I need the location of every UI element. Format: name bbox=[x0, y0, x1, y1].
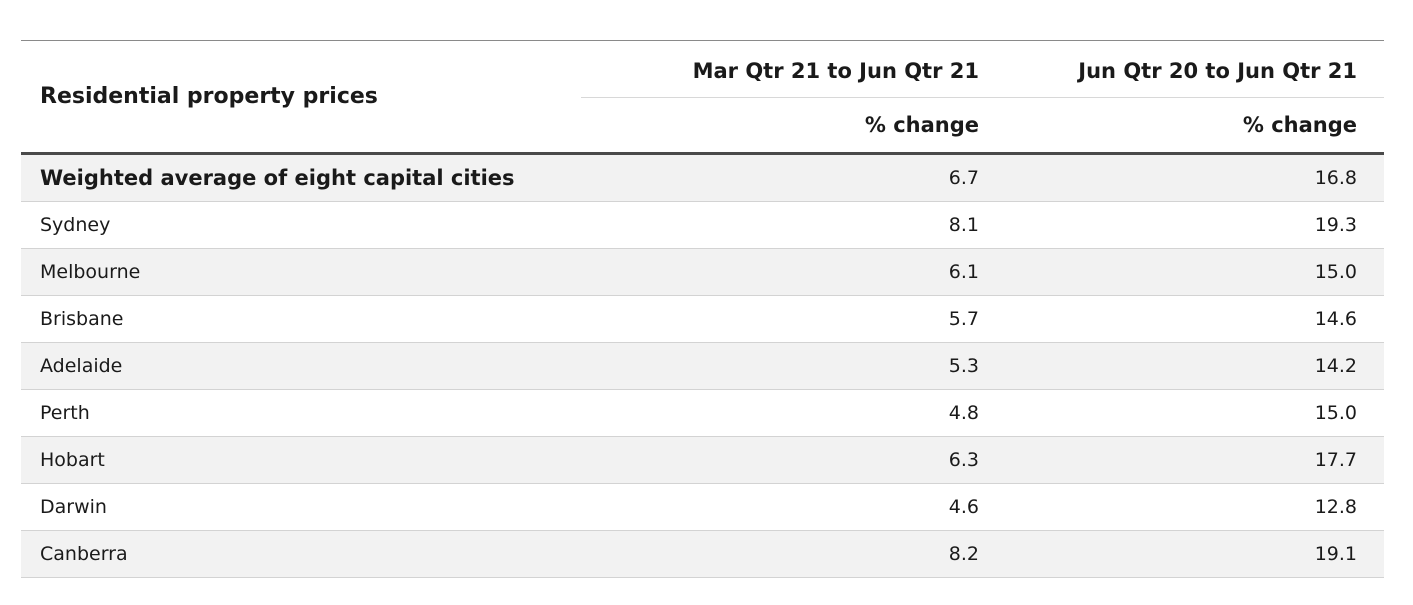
table-body: Weighted average of eight capital cities… bbox=[21, 153, 1384, 578]
annual-change-value: 14.2 bbox=[979, 342, 1384, 390]
table-row-melbourne: Melbourne 6.1 15.0 bbox=[21, 248, 1384, 296]
table-row-adelaide: Adelaide 5.3 14.2 bbox=[21, 342, 1384, 390]
quarterly-change-value: 8.1 bbox=[581, 201, 979, 249]
row-label: Perth bbox=[21, 389, 581, 437]
table-row-weighted-average: Weighted average of eight capital cities… bbox=[21, 153, 1384, 202]
unit-header-annual: % change bbox=[979, 97, 1384, 155]
quarterly-change-value: 6.3 bbox=[581, 436, 979, 484]
annual-change-value: 17.7 bbox=[979, 436, 1384, 484]
quarterly-change-value: 8.2 bbox=[581, 530, 979, 578]
table-row-sydney: Sydney 8.1 19.3 bbox=[21, 201, 1384, 249]
row-label: Adelaide bbox=[21, 342, 581, 390]
property-prices-table-container: Residential property prices Mar Qtr 21 t… bbox=[21, 40, 1384, 578]
row-label: Darwin bbox=[21, 483, 581, 531]
row-label: Melbourne bbox=[21, 248, 581, 296]
table-row-darwin: Darwin 4.6 12.8 bbox=[21, 483, 1384, 531]
annual-change-value: 15.0 bbox=[979, 389, 1384, 437]
quarterly-change-value: 6.1 bbox=[581, 248, 979, 296]
property-prices-table: Residential property prices Mar Qtr 21 t… bbox=[21, 40, 1384, 578]
row-label: Sydney bbox=[21, 201, 581, 249]
table-header: Residential property prices Mar Qtr 21 t… bbox=[21, 40, 1384, 155]
table-title: Residential property prices bbox=[21, 40, 581, 155]
annual-change-value: 19.3 bbox=[979, 201, 1384, 249]
column-header-annual: Jun Qtr 20 to Jun Qtr 21 bbox=[979, 40, 1384, 98]
table-row-perth: Perth 4.8 15.0 bbox=[21, 389, 1384, 437]
quarterly-change-value: 4.6 bbox=[581, 483, 979, 531]
unit-header-quarterly: % change bbox=[581, 97, 979, 155]
header-row-units: % change % change bbox=[21, 97, 1384, 155]
annual-change-value: 12.8 bbox=[979, 483, 1384, 531]
table-row-hobart: Hobart 6.3 17.7 bbox=[21, 436, 1384, 484]
annual-change-value: 14.6 bbox=[979, 295, 1384, 343]
quarterly-change-value: 5.3 bbox=[581, 342, 979, 390]
quarterly-change-value: 4.8 bbox=[581, 389, 979, 437]
table-row-canberra: Canberra 8.2 19.1 bbox=[21, 530, 1384, 578]
annual-change-value: 16.8 bbox=[979, 153, 1384, 202]
header-row-periods: Residential property prices Mar Qtr 21 t… bbox=[21, 40, 1384, 155]
quarterly-change-value: 6.7 bbox=[581, 153, 979, 202]
quarterly-change-value: 5.7 bbox=[581, 295, 979, 343]
table-row-brisbane: Brisbane 5.7 14.6 bbox=[21, 295, 1384, 343]
annual-change-value: 15.0 bbox=[979, 248, 1384, 296]
column-header-quarterly: Mar Qtr 21 to Jun Qtr 21 bbox=[581, 40, 979, 98]
row-label: Brisbane bbox=[21, 295, 581, 343]
row-label: Weighted average of eight capital cities bbox=[21, 153, 581, 202]
row-label: Hobart bbox=[21, 436, 581, 484]
annual-change-value: 19.1 bbox=[979, 530, 1384, 578]
row-label: Canberra bbox=[21, 530, 581, 578]
